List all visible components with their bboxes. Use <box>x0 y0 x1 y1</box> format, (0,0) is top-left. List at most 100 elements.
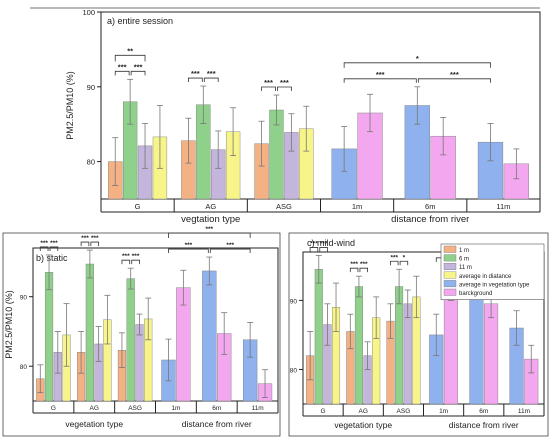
sig-bracket-label: *** <box>226 242 234 249</box>
panel-frame <box>2 232 281 437</box>
sig-bracket <box>343 78 417 83</box>
legend-swatch <box>443 245 457 253</box>
group-label-veg: ASG <box>128 405 142 412</box>
sig-bracket-label: *** <box>134 62 143 71</box>
legend-label: 6 m <box>459 257 469 263</box>
group-label-dist: 1m <box>439 408 448 415</box>
y-tick-label: 80 <box>20 364 28 371</box>
group-label-dist: 11m <box>518 408 530 415</box>
y-tick-label: 90 <box>87 83 95 92</box>
sig-bracket <box>359 267 368 273</box>
panel-frame <box>288 232 549 437</box>
sig-bracket <box>168 248 209 254</box>
sig-bracket <box>309 247 319 252</box>
panel-c-mild-wind: c) mild-wind 80 90 G AG ASG 1m 6m 11m vegetation … <box>288 232 549 437</box>
sig-bracket <box>277 86 292 92</box>
sig-bracket-label: *** <box>91 235 99 242</box>
panel-title: c) mild-wind <box>307 238 355 248</box>
y-tick-label: 80 <box>290 367 298 374</box>
group-label-veg: AG <box>359 408 368 415</box>
sig-bracket-label: *** <box>81 235 89 242</box>
y-axis-label: PM2.5/PM10 (%) <box>4 290 14 359</box>
legend-swatch <box>443 254 457 262</box>
panel-title: a) entire session <box>107 16 173 26</box>
sig-bracket <box>261 86 276 92</box>
legend-box <box>440 243 545 300</box>
group-label-dist: 1m <box>171 405 180 412</box>
legend-label: 11 m <box>459 265 472 271</box>
group-label-veg: ASG <box>276 202 292 211</box>
y-tick-label: 100 <box>82 8 95 17</box>
sig-bracket-label: *** <box>280 78 289 87</box>
bar-dist-2 <box>443 286 458 405</box>
sig-bracket-label: *** <box>264 78 273 87</box>
sig-bracket-label: *** <box>191 69 200 78</box>
group-label-veg: ASG <box>397 408 411 415</box>
x-axis-label-vegetation: vegtation type <box>181 214 240 225</box>
legend-swatch <box>443 263 457 270</box>
x-axis-label-vegetation: vegetation type <box>334 420 392 430</box>
panel-b-static: b) static 80 90 PM2.5/PM10 (%) G AG ASG 1m 6m 11m… <box>2 226 281 437</box>
sig-bracket-outer <box>168 232 251 239</box>
sig-bracket <box>121 259 131 265</box>
y-axis-label: PM2.5/PM10 (%) <box>65 71 75 140</box>
sig-bracket-outer-label: * <box>416 54 419 63</box>
sig-bracket-label: *** <box>320 240 328 247</box>
bar-veg-3 <box>135 324 144 402</box>
bar-dist-2 <box>484 303 499 405</box>
group-label-dist: 11m <box>496 202 510 211</box>
bar-veg-2 <box>126 278 135 402</box>
sig-bracket-label: *** <box>207 69 216 78</box>
x-axis-label-distance: distance from river <box>182 419 252 429</box>
group-label-dist: 1m <box>352 202 362 211</box>
sig-bracket-label: *** <box>360 261 368 268</box>
sig-bracket <box>90 241 100 247</box>
sig-bracket <box>187 77 203 83</box>
sig-bracket-label: *** <box>350 261 358 268</box>
sig-bracket-outer-label: *** <box>206 226 214 233</box>
sig-bracket-outer-label: ** <box>127 46 133 55</box>
sig-bracket <box>349 267 359 273</box>
group-label-veg: G <box>135 202 141 211</box>
sig-bracket-label: *** <box>310 240 318 247</box>
panel-title: b) static <box>36 253 68 263</box>
group-label-veg: G <box>51 405 56 412</box>
legend-label: 1 m <box>459 248 469 254</box>
bar-dist-1 <box>202 270 217 402</box>
sig-bracket <box>114 70 130 76</box>
sig-bracket-outer <box>343 62 491 68</box>
group-label-veg: AG <box>90 405 99 412</box>
group-label-dist: 6m <box>479 408 488 415</box>
legend-swatch <box>443 288 457 296</box>
bar-veg-2 <box>85 263 94 402</box>
x-axis-label-vegetation: vegetation type <box>65 419 123 429</box>
group-label-dist: 6m <box>425 202 435 211</box>
group-label-veg: G <box>321 408 326 415</box>
sig-bracket-label: *** <box>118 62 127 71</box>
sig-bracket-outer <box>114 54 146 62</box>
y-tick-label: 90 <box>290 298 298 305</box>
sig-bracket <box>390 260 399 266</box>
sig-bracket-label: *** <box>132 253 140 260</box>
sig-bracket <box>80 241 90 247</box>
bar-veg-2 <box>314 269 323 405</box>
legend-label: average in diatance <box>459 274 512 280</box>
group-label-dist: 6m <box>212 405 221 412</box>
panel-a-entire-session: a) entire session 80 90 100 PM2.5/PM10 (%) G A… <box>30 7 541 225</box>
sig-bracket <box>203 77 219 83</box>
sig-bracket-label: *** <box>40 240 48 247</box>
sig-bracket-label: *** <box>122 253 130 260</box>
sig-bracket <box>131 259 140 265</box>
sig-bracket <box>417 78 491 83</box>
bar-veg-2 <box>354 286 363 405</box>
sig-bracket <box>319 247 328 252</box>
sig-bracket-label: *** <box>450 70 459 79</box>
legend-swatch <box>443 271 457 279</box>
sig-bracket-label: *** <box>50 240 58 247</box>
sig-bracket <box>49 246 59 251</box>
legend-label: average in vegetation type <box>459 282 530 288</box>
bar-veg-2 <box>44 272 54 402</box>
sig-bracket <box>209 248 251 254</box>
group-label-veg: AG <box>205 202 216 211</box>
